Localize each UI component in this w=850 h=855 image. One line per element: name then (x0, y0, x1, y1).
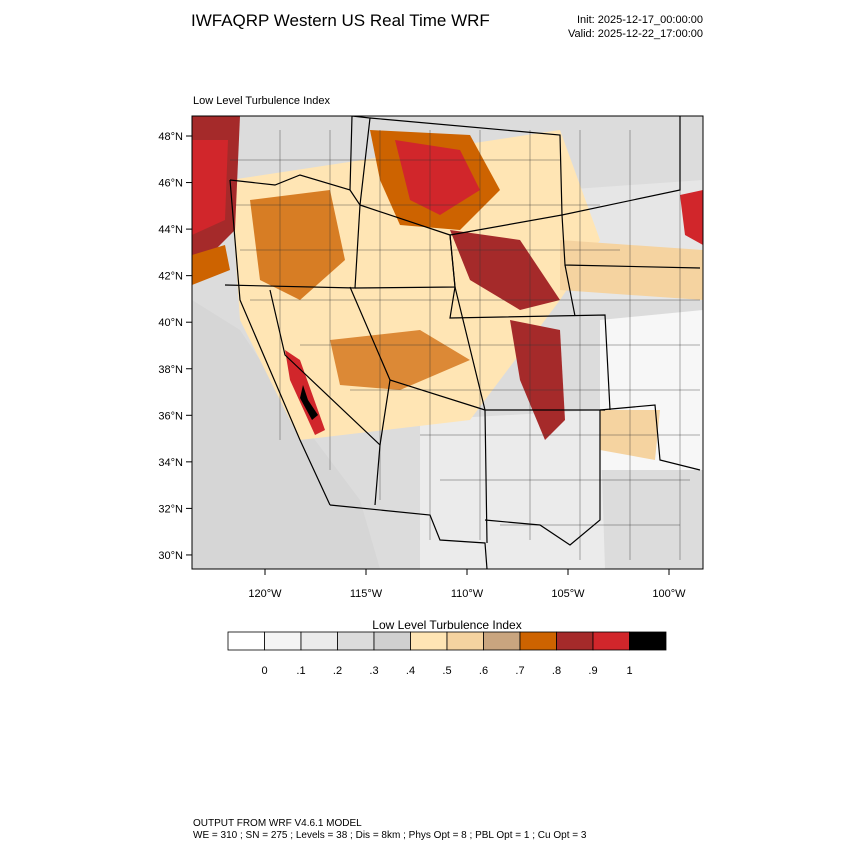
lon-label: 105°W (551, 588, 585, 600)
colorbar-box (337, 631, 375, 651)
colorbar-box (519, 631, 557, 651)
colorbar-label: .8 (552, 665, 561, 677)
lat-label: 38°N (158, 364, 183, 376)
lat-labels: 48°N 46°N 44°N 42°N 40°N 38°N 36°N 34°N 32°N 30°N (158, 131, 192, 562)
field-peak (300, 385, 318, 420)
footer-line: OUTPUT FROM WRF V4.6.1 MODEL (193, 818, 362, 829)
colorbar-label: .9 (588, 665, 597, 677)
lat-label: 34°N (158, 457, 183, 469)
colorbar: 0 .1 .2 .3 .4 .5 .6 .7 .8 .9 1 (227, 631, 667, 677)
colorbar-label: .1 (296, 665, 305, 677)
counties (230, 130, 700, 560)
colorbar-label: .5 (442, 665, 451, 677)
lat-label: 32°N (158, 503, 183, 515)
colorbar-box (556, 631, 594, 651)
title: IWFAQRP Western US Real Time WRF (191, 11, 490, 30)
colorbar-label: .3 (369, 665, 378, 677)
lon-label: 110°W (451, 588, 484, 600)
colorbar-box (227, 631, 265, 651)
valid-time: Valid: 2025-12-22_17:00:00 (568, 28, 703, 40)
colorbar-box (410, 631, 448, 651)
map-field (192, 116, 703, 569)
colorbar-label: .7 (515, 665, 524, 677)
colorbar-box (373, 631, 411, 651)
lon-label: 120°W (248, 588, 282, 600)
lat-label: 36°N (158, 410, 183, 422)
field-low (420, 410, 605, 569)
colorbar-title: Low Level Turbulence Index (372, 618, 521, 632)
field-high (192, 245, 230, 285)
colorbar-box (300, 631, 338, 651)
field-high (680, 190, 703, 245)
lat-label: 44°N (158, 224, 183, 236)
map-frame (191, 115, 704, 570)
colorbar-box (264, 631, 302, 651)
colorbar-box (592, 631, 630, 651)
field-mid (560, 240, 703, 300)
colorbar-label: 0 (261, 665, 267, 677)
map-subtitle: Low Level Turbulence Index (193, 95, 330, 107)
init-time: Init: 2025-12-17_00:00:00 (577, 14, 703, 26)
field-high (395, 140, 480, 215)
colorbar-label: .2 (333, 665, 342, 677)
field-high (250, 190, 345, 300)
lat-label: 30°N (158, 550, 183, 562)
footer-line: WE = 310 ; SN = 275 ; Levels = 38 ; Dis … (193, 830, 587, 841)
colorbar-box (483, 631, 521, 651)
lat-label: 42°N (158, 271, 183, 283)
lon-label: 100°W (652, 588, 686, 600)
colorbar-box (446, 631, 484, 651)
lat-label: 48°N (158, 131, 183, 143)
lon-labels: 120°W 115°W 110°W 105°W 100°W (248, 569, 686, 600)
colorbar-label: .6 (479, 665, 488, 677)
colorbar-box (629, 631, 667, 651)
lat-label: 40°N (158, 317, 183, 329)
lon-label: 115°W (350, 588, 383, 600)
field-high (192, 140, 228, 235)
lat-label: 46°N (158, 178, 183, 190)
colorbar-label: .4 (406, 665, 415, 677)
ocean (192, 300, 380, 569)
colorbar-label: 1 (626, 665, 632, 677)
state-borders (224, 116, 701, 569)
